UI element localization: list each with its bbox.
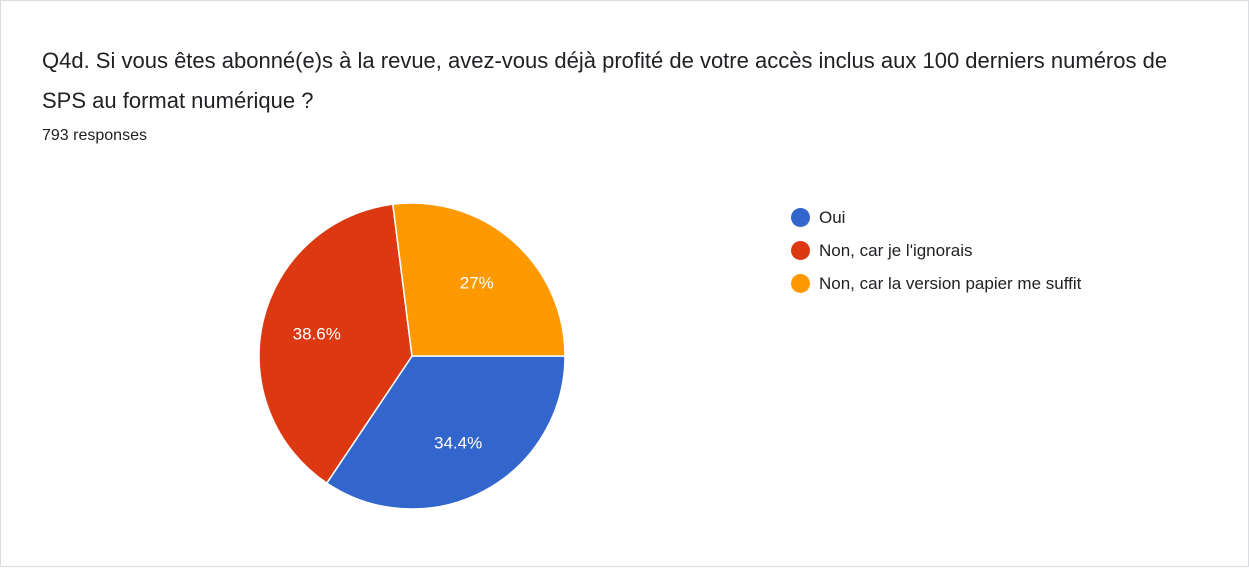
question-title: Q4d. Si vous êtes abonné(e)s à la revue,…: [42, 48, 1168, 113]
legend-item-non-papier[interactable]: Non, car la version papier me suffit: [791, 267, 1081, 300]
legend-item-oui[interactable]: Oui: [791, 201, 1081, 234]
pie-label-non-ignorais: 38.6%: [293, 324, 341, 343]
legend-swatch-icon: [791, 241, 810, 260]
pie-label-non-papier: 27%: [460, 274, 494, 293]
legend-item-non-ignorais[interactable]: Non, car je l'ignorais: [791, 234, 1081, 267]
response-count: 793 responses: [42, 127, 147, 144]
pie-slice-non-ignorais[interactable]: [258, 203, 413, 485]
legend-swatch-icon: [791, 208, 810, 227]
legend-label: Non, car la version papier me suffit: [819, 273, 1082, 293]
legend-label: Oui: [819, 207, 846, 227]
legend-label: Non, car je l'ignorais: [819, 240, 973, 260]
pie-slice-oui[interactable]: [325, 355, 566, 510]
pie-slice-non-papier[interactable]: [391, 202, 566, 357]
pie-label-oui: 34.4%: [434, 433, 482, 452]
legend-swatch-icon: [791, 274, 810, 293]
legend: Oui Non, car je l'ignorais Non, car la ver…: [791, 201, 1081, 300]
